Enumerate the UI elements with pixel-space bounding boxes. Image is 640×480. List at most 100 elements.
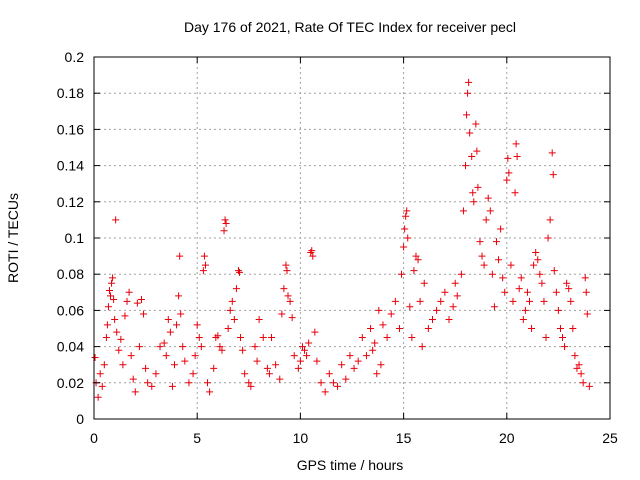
data-point [301,346,309,354]
data-point [424,325,432,332]
data-point [255,315,263,323]
data-point [121,312,129,320]
data-point [519,315,527,323]
data-point [538,279,546,287]
data-point [160,339,168,347]
chart-title: Day 176 of 2021, Rate Of TEC Index for r… [184,19,516,35]
data-point [469,189,477,197]
y-tick-label: 0.14 [57,158,84,174]
data-point [303,352,311,360]
data-point [278,310,286,318]
data-point [164,315,172,323]
data-point [308,247,316,255]
data-point [462,162,470,170]
data-point [515,285,523,293]
data-point [536,270,544,278]
data-point [245,379,253,387]
data-point [484,194,492,202]
data-points [91,78,593,401]
data-point [581,274,589,282]
data-point [179,343,187,351]
data-point [282,261,290,269]
data-point [109,274,117,282]
data-point [512,140,520,148]
data-point [530,261,538,269]
data-point [478,252,486,260]
data-point [367,325,375,332]
data-point [513,153,521,161]
data-point [125,288,133,296]
data-point [371,339,379,347]
y-tick-label: 0.1 [65,230,85,246]
data-point [103,321,111,329]
data-point [449,303,457,311]
data-point [325,370,333,378]
data-point [569,325,577,332]
data-point [406,303,414,311]
data-point [305,339,313,347]
data-point [102,334,110,342]
data-point [383,334,391,342]
data-point [321,388,329,396]
data-point [105,286,113,294]
data-point [559,334,567,342]
data-point [373,370,381,378]
data-point [170,361,178,369]
data-point [391,297,399,305]
data-point [148,382,156,390]
data-point [247,382,255,390]
data-point [459,207,467,215]
data-point [441,288,449,296]
data-point [221,216,229,224]
data-point [197,343,205,351]
data-point [466,129,474,137]
data-point [473,147,481,155]
data-point [237,334,245,342]
data-point [119,361,127,369]
data-point [115,346,123,354]
data-point [521,306,529,314]
x-axis-label: GPS time / hours [297,457,404,473]
data-point [369,346,377,354]
data-point [362,352,370,360]
data-point [185,379,193,387]
data-point [259,334,267,342]
data-point [585,382,593,390]
data-point [226,306,234,314]
data-point [313,357,321,365]
x-tick-label: 0 [90,430,98,446]
data-point [486,207,494,215]
data-point [437,297,445,305]
data-point [253,357,261,365]
data-point [108,279,116,287]
data-point [420,279,428,287]
grid-lines [94,57,610,419]
data-point [173,321,181,329]
data-point [232,285,240,293]
data-point [476,238,484,246]
data-point [283,267,291,275]
y-tick-label: 0.02 [57,375,84,391]
data-point [492,238,500,246]
data-point [583,310,591,318]
data-point [403,207,411,215]
data-point [556,325,564,332]
y-tick-label: 0.2 [65,49,85,65]
data-point [582,288,590,296]
data-point [110,296,118,304]
data-point [135,343,143,351]
data-point [206,388,214,396]
data-point [507,261,515,269]
data-point [236,268,244,276]
data-point [113,328,121,336]
data-point [156,343,164,351]
data-point [428,315,436,323]
data-point [451,279,459,287]
data-point [540,297,548,305]
data-point [573,364,581,372]
data-point [214,332,222,340]
data-point [457,270,465,278]
data-point [567,297,575,305]
data-point [338,361,346,369]
data-point [210,364,218,372]
